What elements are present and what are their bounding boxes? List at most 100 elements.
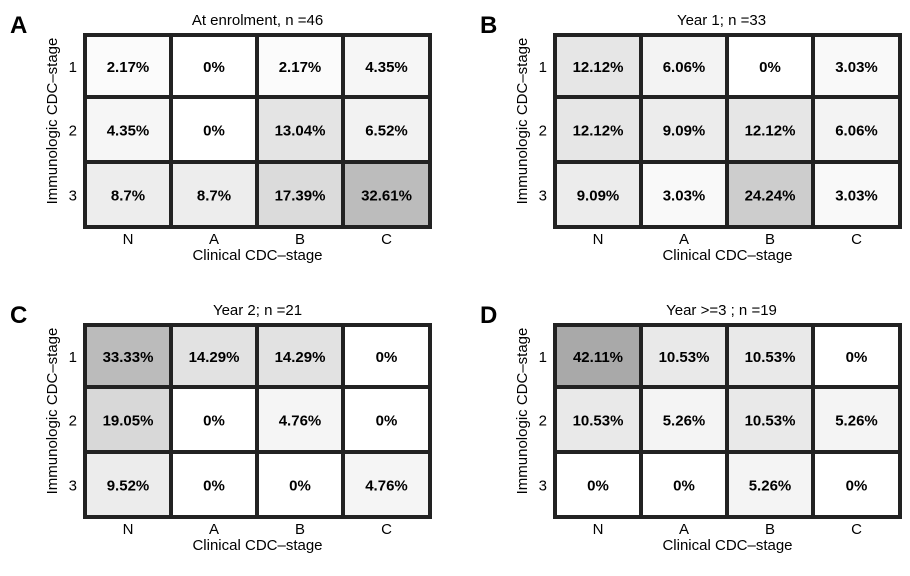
heatmap-cell	[725, 95, 815, 164]
cell-label: 4.35%	[365, 59, 408, 76]
cell-label: 14.29%	[275, 349, 326, 366]
cell-label: 13.04%	[275, 123, 326, 140]
cell-label: 19.05%	[103, 413, 154, 430]
x-tick-label: N	[123, 231, 134, 248]
x-tick-label: A	[679, 231, 689, 248]
heatmap-cell	[811, 95, 902, 164]
cell-label: 4.76%	[279, 413, 322, 430]
cell-label: 0%	[289, 478, 311, 495]
y-axis-label: Immunologic CDC–stage	[44, 38, 61, 205]
panel-title: Year 1; n =33	[677, 12, 766, 29]
cell-label: 9.09%	[663, 123, 706, 140]
y-tick-label: 1	[69, 349, 77, 366]
heatmap-cell	[255, 450, 345, 519]
cell-label: 4.35%	[107, 123, 150, 140]
cell-label: 9.52%	[107, 478, 150, 495]
panel-c: C Year 2; n =21 33.33% 14.29% 14.29% 0% 19.05%…	[10, 302, 432, 554]
cell-label: 5.26%	[835, 413, 878, 430]
y-tick-label: 1	[69, 59, 77, 76]
cell-label: 10.53%	[745, 413, 796, 430]
y-tick-label: 2	[69, 413, 77, 430]
cell-label: 12.12%	[573, 123, 624, 140]
y-tick-label: 3	[539, 478, 547, 495]
x-axis-label: Clinical CDC–stage	[192, 537, 322, 554]
cell-label: 5.26%	[663, 413, 706, 430]
panel-letter: A	[10, 12, 27, 39]
x-tick-label: A	[679, 521, 689, 538]
heatmap-cell	[553, 95, 643, 164]
x-tick-label: B	[295, 521, 305, 538]
cell-label: 4.76%	[365, 478, 408, 495]
cell-label: 12.12%	[745, 123, 796, 140]
cell-label: 17.39%	[275, 188, 326, 205]
y-axis-label: Immunologic CDC–stage	[44, 328, 61, 495]
cell-label: 33.33%	[103, 349, 154, 366]
heatmap-cell	[83, 160, 173, 229]
panel-letter: C	[10, 302, 27, 329]
y-tick-label: 1	[539, 349, 547, 366]
cell-label: 8.7%	[197, 188, 231, 205]
cell-label: 9.09%	[577, 188, 620, 205]
cell-label: 6.52%	[365, 123, 408, 140]
x-tick-label: C	[381, 521, 392, 538]
heatmap-cell	[341, 95, 432, 164]
cell-label: 10.53%	[659, 349, 710, 366]
heatmap-cell	[341, 33, 432, 99]
heatmap-cell	[811, 160, 902, 229]
heatmap-cell	[255, 385, 345, 454]
y-tick-label: 1	[539, 59, 547, 76]
x-tick-label: C	[851, 521, 862, 538]
cell-label: 0%	[203, 59, 225, 76]
x-axis-label: Clinical CDC–stage	[662, 247, 792, 264]
y-axis-label: Immunologic CDC–stage	[514, 328, 531, 495]
cell-label: 10.53%	[573, 413, 624, 430]
heatmap-cell	[639, 450, 729, 519]
x-tick-label: N	[593, 231, 604, 248]
cell-label: 0%	[376, 349, 398, 366]
cell-label: 0%	[203, 123, 225, 140]
heatmap-cell	[725, 450, 815, 519]
y-tick-label: 3	[539, 188, 547, 205]
x-tick-label: B	[295, 231, 305, 248]
panel-title: At enrolment, n =46	[192, 12, 323, 29]
cell-label: 0%	[587, 478, 609, 495]
x-tick-label: N	[123, 521, 134, 538]
y-tick-label: 2	[69, 123, 77, 140]
x-tick-label: N	[593, 521, 604, 538]
cell-label: 0%	[376, 413, 398, 430]
y-tick-label: 2	[539, 413, 547, 430]
cell-label: 0%	[203, 413, 225, 430]
cell-label: 6.06%	[835, 123, 878, 140]
cell-label: 0%	[846, 478, 868, 495]
x-axis-label: Clinical CDC–stage	[662, 537, 792, 554]
heatmap-cell	[255, 323, 345, 389]
x-axis-label: Clinical CDC–stage	[192, 247, 322, 264]
cell-label: 3.03%	[835, 59, 878, 76]
heatmap-cell	[341, 160, 432, 229]
heatmap-cell	[553, 450, 643, 519]
cell-label: 2.17%	[107, 59, 150, 76]
cell-label: 12.12%	[573, 59, 624, 76]
cell-label: 32.61%	[361, 188, 412, 205]
heatmap-cell	[169, 160, 259, 229]
x-tick-label: C	[381, 231, 392, 248]
panel-title: Year >=3 ; n =19	[666, 302, 777, 319]
cell-label: 3.03%	[835, 188, 878, 205]
panel-d: D Year >=3 ; n =19 42.11% 10.53% 10.53% 0% 10.…	[480, 302, 902, 554]
x-tick-label: B	[765, 521, 775, 538]
panel-letter: D	[480, 302, 497, 329]
heatmap-cell	[811, 33, 902, 99]
cell-label: 10.53%	[745, 349, 796, 366]
cell-label: 0%	[846, 349, 868, 366]
cell-label: 8.7%	[111, 188, 145, 205]
x-tick-label: A	[209, 231, 219, 248]
cell-label: 0%	[203, 478, 225, 495]
x-tick-label: C	[851, 231, 862, 248]
cell-label: 5.26%	[749, 478, 792, 495]
cell-label: 24.24%	[745, 188, 796, 205]
heatmap-cell	[169, 450, 259, 519]
cell-label: 0%	[759, 59, 781, 76]
cell-label: 6.06%	[663, 59, 706, 76]
cell-label: 0%	[673, 478, 695, 495]
